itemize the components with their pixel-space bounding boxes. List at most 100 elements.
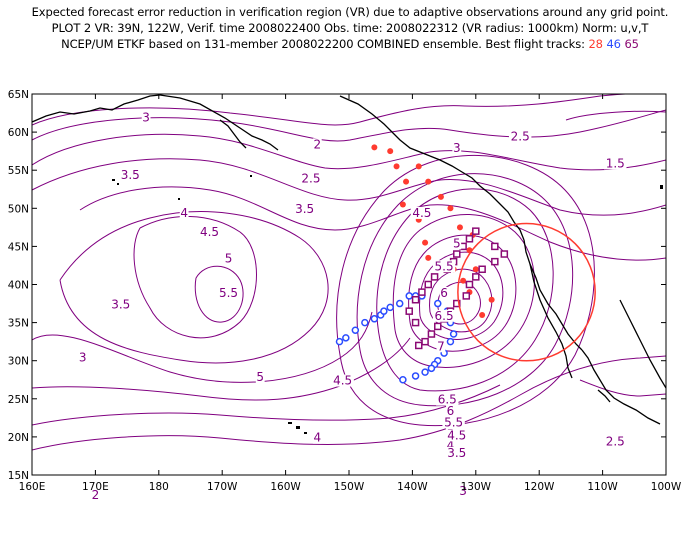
track-46-point: [434, 299, 442, 308]
contour-label-bg: [217, 286, 240, 299]
track-65-point: [453, 299, 461, 308]
track-65-label: 65: [624, 37, 639, 51]
contour-label-bg: [432, 260, 456, 273]
lat-label: 50N: [8, 203, 29, 215]
track-28-point: [393, 163, 400, 170]
lat-label: 40N: [8, 280, 29, 292]
contour-label: 3.5: [111, 297, 130, 311]
lon-label: 130W: [461, 481, 492, 493]
track-65-point: [478, 265, 486, 274]
track-65-point: [418, 288, 426, 296]
contour-label: 2.5: [606, 435, 625, 449]
contour-label-bg: [141, 111, 151, 124]
contour-label: 1.5: [606, 156, 625, 170]
lat-label: 15N: [8, 470, 29, 482]
contour-label-bg: [299, 172, 323, 185]
contour-label: 4: [180, 206, 188, 220]
contour-label: 6: [440, 286, 448, 300]
contour-label-bg: [331, 374, 354, 387]
lon-label: 140W: [397, 481, 428, 493]
contour-label: 5.5: [435, 259, 454, 273]
lat-label: 30N: [8, 356, 29, 368]
track-28-point: [415, 163, 422, 170]
lon-label: 150W: [334, 481, 365, 493]
contour-label: 2.5: [301, 172, 320, 186]
track-28-point: [425, 178, 432, 185]
contour-label: 3: [459, 484, 467, 498]
contour-label: 5: [256, 370, 264, 384]
track-65-point: [421, 337, 429, 346]
longitude-labels: 160E 170E 180 170W 160W 150W 140W 130W 120W 110W 1…: [19, 481, 682, 493]
contour-label: 4.5: [447, 428, 466, 442]
lon-label: 180: [149, 481, 169, 493]
contour-label: 4: [313, 431, 321, 445]
contour-label-bg: [312, 431, 322, 444]
lat-label: 60N: [8, 127, 29, 139]
contour-label: 7: [437, 339, 445, 353]
contour-label-bg: [410, 206, 434, 219]
lon-label: 160E: [19, 481, 46, 493]
contour-label-bg: [432, 309, 456, 322]
track-65-point: [500, 250, 509, 258]
contour-label-bg: [436, 393, 459, 406]
track-65-point: [465, 280, 474, 289]
contour-lines: [32, 94, 666, 451]
contour-label-bg: [109, 298, 132, 311]
header-line-3: NCEP/UM ETKF based on 131-member 2008022…: [0, 37, 700, 51]
contour-label: 3.5: [447, 446, 466, 460]
track-46-point: [421, 368, 429, 376]
track-28-point: [403, 178, 410, 185]
contour-label-bg: [458, 485, 468, 498]
contour-label-bg: [446, 439, 455, 452]
track-46-point: [380, 307, 388, 315]
contour-label-bg: [452, 142, 462, 155]
contour-label: 5.5: [444, 415, 463, 429]
contour-label: 3: [453, 141, 461, 155]
contour-label: 4: [447, 438, 455, 452]
track-46-label: 46: [606, 37, 621, 51]
contour-label: 2.5: [511, 130, 530, 144]
track-28-point: [387, 148, 394, 155]
lat-label: 55N: [8, 165, 29, 177]
track-65-point: [491, 242, 499, 251]
track-46-point: [335, 337, 344, 346]
contour-label-bg: [91, 488, 100, 501]
contour-label-bg: [439, 286, 449, 299]
track-65-point: [434, 322, 442, 331]
track-65-point: [472, 273, 480, 281]
track-28-point: [456, 224, 463, 231]
lon-label: 170E: [82, 481, 109, 493]
contour-label-bg: [119, 168, 142, 181]
axis-ticks: [31, 93, 667, 476]
track-46-point: [342, 334, 350, 342]
track-46-point: [446, 337, 455, 346]
track-46-point: [427, 364, 436, 373]
contour-label-bg: [452, 237, 462, 250]
track-28-point: [371, 144, 378, 151]
track-65-point: [411, 318, 420, 327]
lon-label: 100W: [651, 481, 682, 493]
track-46-point: [399, 376, 407, 384]
contour-label-bg: [78, 351, 88, 364]
contour-label-bg: [312, 138, 322, 151]
track-46-point: [405, 292, 413, 300]
track-65-point: [424, 280, 432, 289]
contour-label-bg: [436, 340, 446, 353]
contour-label: 6: [447, 404, 455, 418]
contour-label: 2: [313, 137, 321, 151]
contour-label: 6.5: [438, 393, 457, 407]
islands: [112, 175, 663, 434]
track-65-point: [405, 307, 413, 315]
contour-label: 6.5: [435, 309, 454, 323]
contour-label-bg: [179, 206, 189, 219]
contour-label: 4.5: [412, 206, 431, 220]
track-28-point: [488, 296, 495, 303]
lat-label: 25N: [8, 394, 29, 406]
contour-label: 4.5: [200, 225, 219, 239]
header-line-2: PLOT 2 VR: 39N, 122W, Verif. time 200802…: [51, 21, 649, 35]
contour-label-bg: [446, 405, 455, 418]
track-46-point: [370, 315, 379, 323]
contour-label: 3.5: [295, 202, 314, 216]
track-28-point: [425, 254, 432, 261]
contour-label-bg: [445, 429, 468, 442]
